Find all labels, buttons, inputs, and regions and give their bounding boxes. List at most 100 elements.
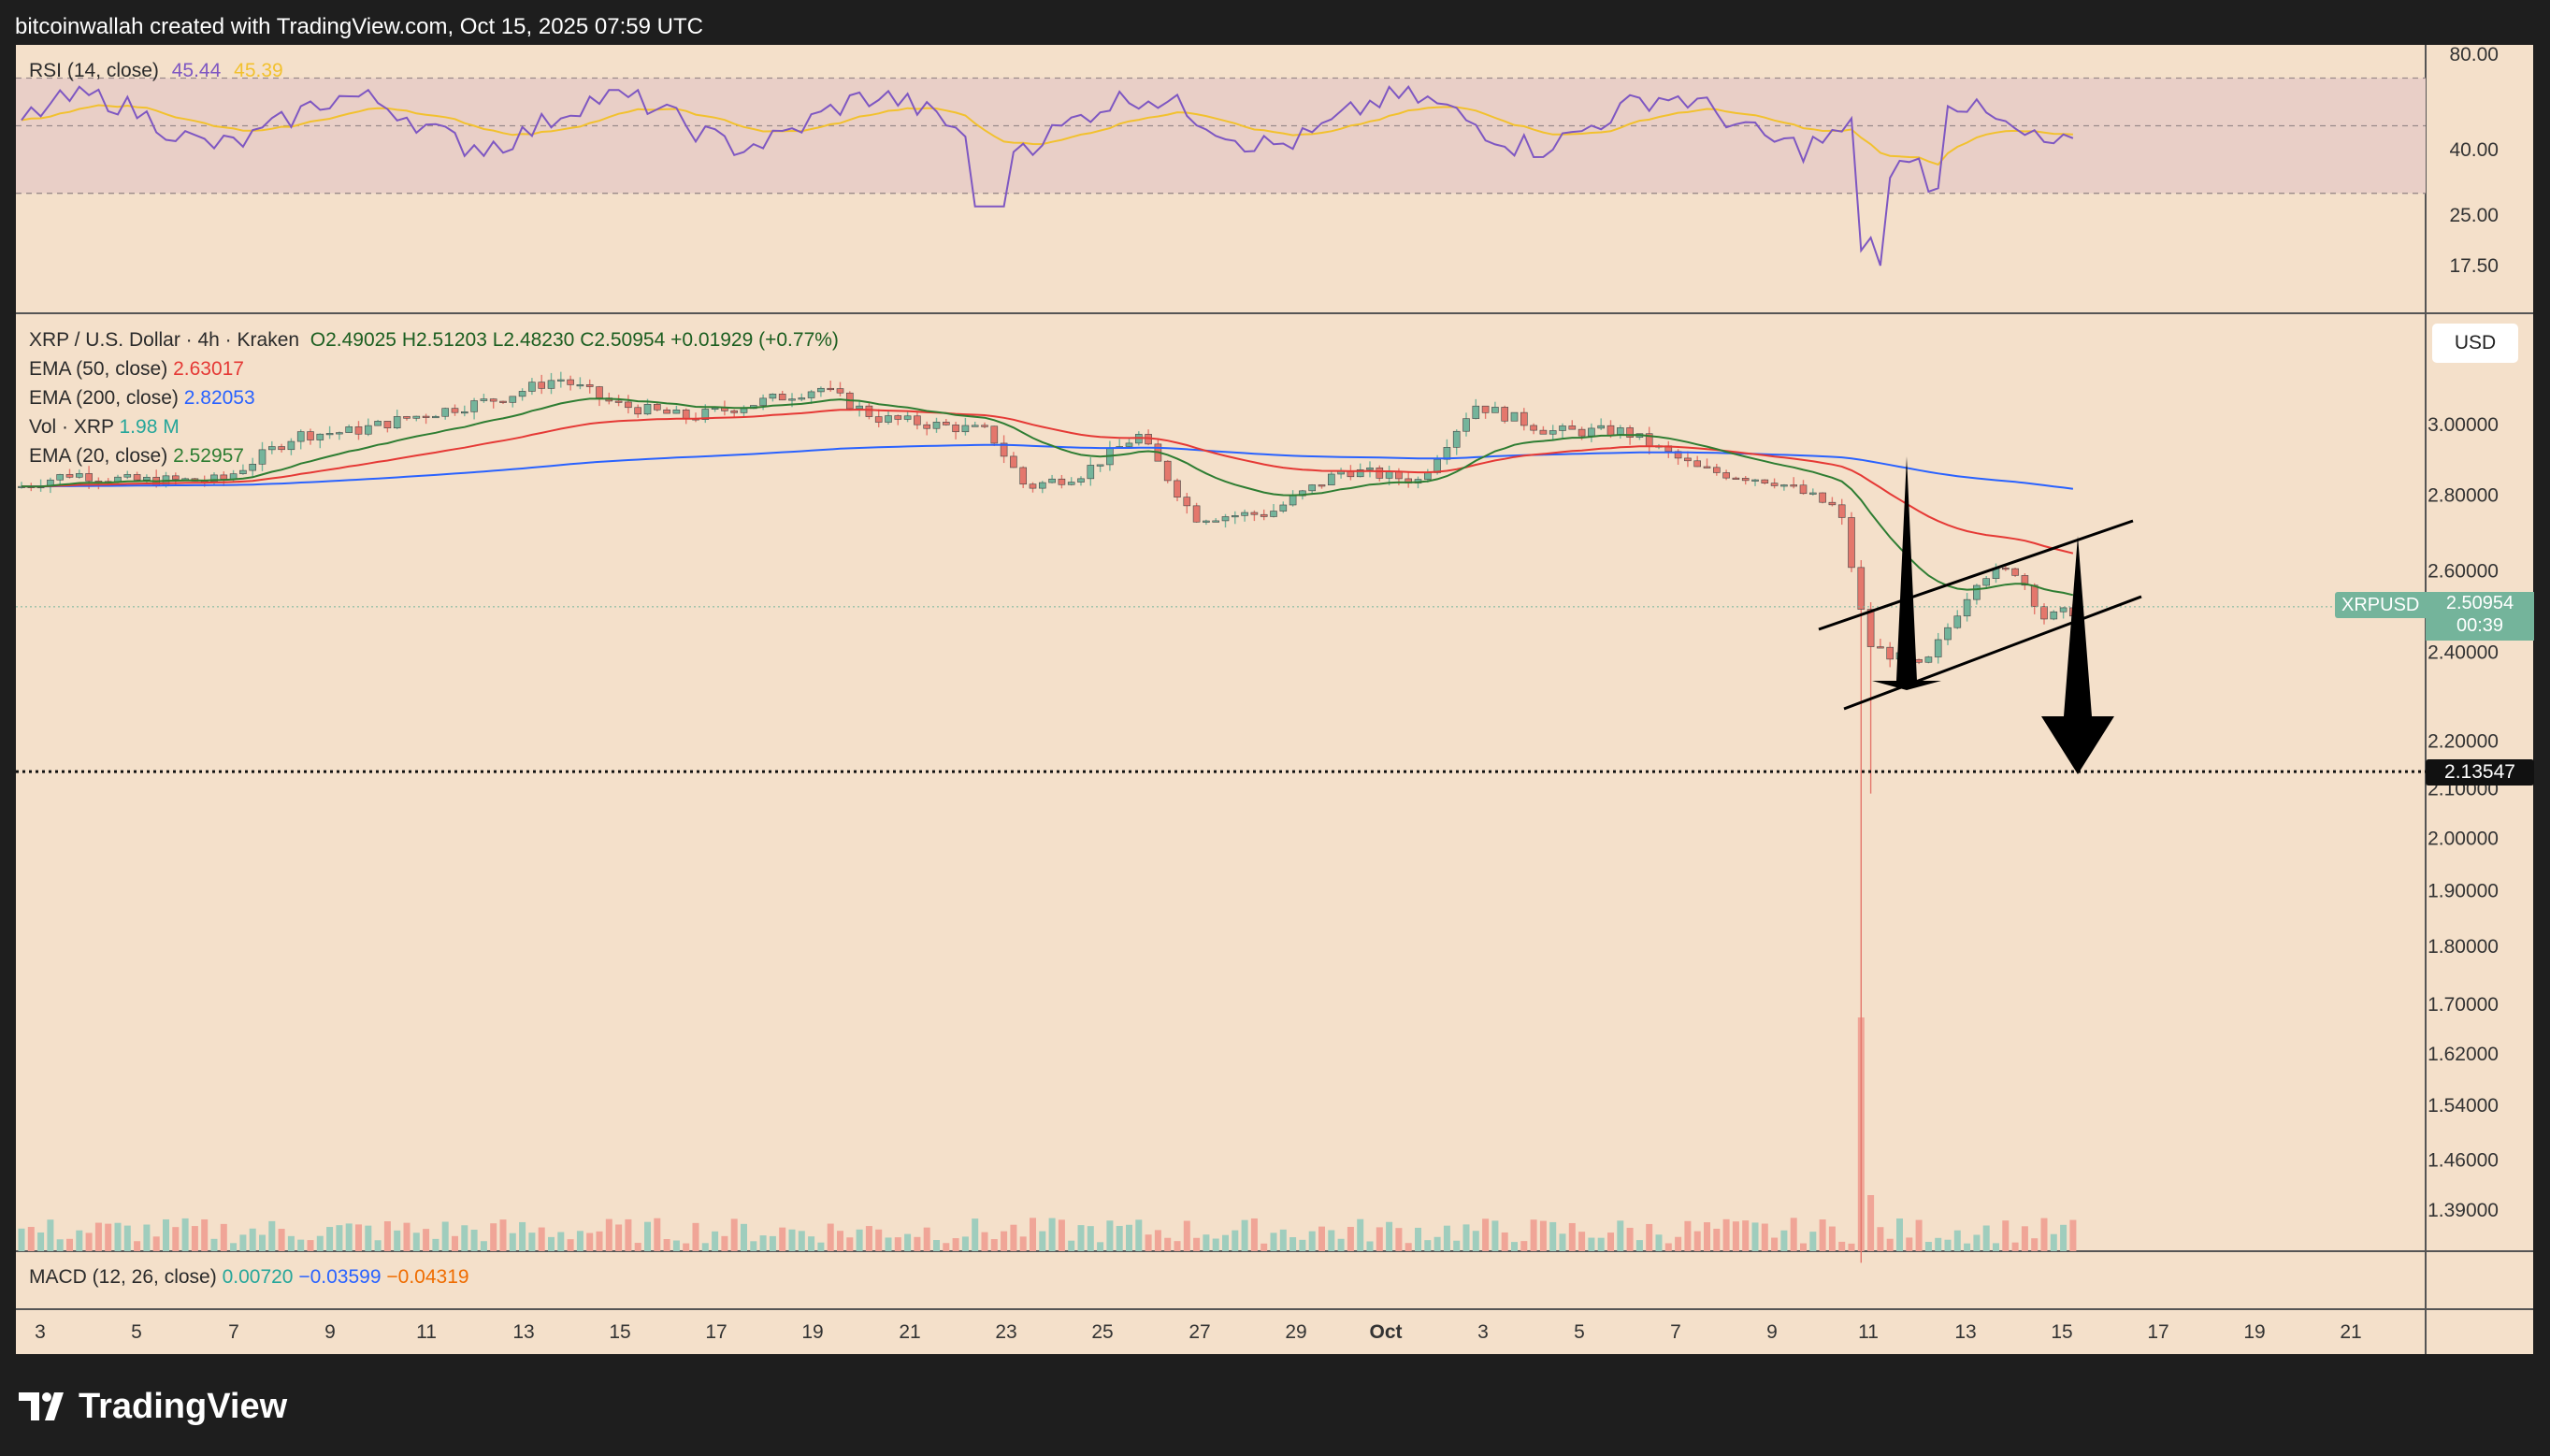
price-tick-label: 2.00000 <box>2428 829 2499 850</box>
candle-body <box>788 398 796 401</box>
candle-body <box>817 387 825 393</box>
ohlc-change: +0.01929 (+0.77%) <box>670 329 839 351</box>
volume-bar <box>1944 1239 1952 1251</box>
volume-bar <box>933 1240 940 1251</box>
volume-bar <box>1568 1222 1576 1251</box>
volume-bar <box>394 1230 401 1251</box>
volume-bar <box>1048 1218 1056 1251</box>
volume-bar <box>1732 1221 1739 1251</box>
volume-bar <box>1154 1230 1161 1251</box>
volume-bar <box>1261 1243 1268 1251</box>
date-tick-label: 23 <box>995 1321 1016 1343</box>
volume-bar <box>201 1218 209 1251</box>
date-tick-label: 19 <box>2243 1321 2265 1343</box>
candle-body <box>556 379 565 382</box>
volume-bar <box>952 1238 959 1251</box>
candle-body <box>1578 428 1586 437</box>
candle-body <box>2021 575 2029 586</box>
volume-bar <box>191 1226 198 1251</box>
candle-body <box>1472 405 1480 419</box>
volume-bar <box>1212 1238 1219 1251</box>
candle-body <box>1828 501 1837 506</box>
candle-body <box>1203 520 1210 523</box>
candle-body <box>1183 497 1191 507</box>
price-tick-label: 2.60000 <box>2428 560 2499 582</box>
volume-bar <box>1809 1232 1817 1251</box>
candle-body <box>1770 483 1779 486</box>
candle-body <box>1058 478 1066 485</box>
candle-body <box>1741 478 1750 482</box>
volume-bar <box>865 1226 872 1251</box>
volume-bar <box>1848 1243 1855 1251</box>
legend-ema200-name: EMA (200, close) <box>29 387 179 409</box>
volume-bar <box>1819 1219 1826 1251</box>
candle-body <box>1799 484 1808 495</box>
candle-body <box>451 408 459 413</box>
candle-body <box>307 431 314 440</box>
candle-body <box>1260 513 1268 517</box>
volume-bar <box>914 1236 921 1251</box>
volume-bar <box>1395 1228 1403 1251</box>
volume-bar <box>779 1227 786 1251</box>
candle-body <box>2030 584 2039 607</box>
candle-body <box>1530 425 1537 431</box>
volume-bar <box>798 1231 805 1251</box>
price-tick-label: 3.00000 <box>2428 414 2499 436</box>
candle-body <box>336 432 343 435</box>
volume-bar <box>1597 1237 1605 1251</box>
date-tick-label: 25 <box>1091 1321 1113 1343</box>
volume-bar <box>220 1223 227 1251</box>
candle-body <box>1318 484 1326 487</box>
candle-body <box>567 379 574 385</box>
volume-bar <box>856 1229 863 1251</box>
price-tick-label: 2.80000 <box>2428 484 2499 506</box>
macd-legend: MACD (12, 26, close) 0.00720 −0.03599 −0… <box>29 1266 469 1289</box>
candle-body <box>316 433 324 440</box>
date-tick-label: 29 <box>1285 1321 1306 1343</box>
legend-vol-value: 1.98 M <box>119 416 180 438</box>
candle-body <box>1163 460 1172 482</box>
volume-bar <box>683 1243 690 1251</box>
volume-bar <box>287 1235 295 1251</box>
candle-body <box>1693 460 1701 468</box>
date-tick-label: 9 <box>1766 1321 1778 1343</box>
price-tick-label: 1.62000 <box>2428 1044 2499 1065</box>
date-tick-label: 17 <box>2147 1321 2168 1343</box>
volume-bar <box>644 1221 651 1251</box>
volume-bar <box>1626 1227 1634 1251</box>
candle-body <box>123 474 132 478</box>
volume-bar <box>1982 1225 1990 1251</box>
legend-vol-name: Vol · XRP <box>29 416 114 438</box>
volume-bar <box>461 1225 468 1251</box>
candle-body <box>981 425 988 427</box>
volume-bar <box>1376 1227 1383 1251</box>
volume-bar <box>1877 1227 1884 1251</box>
volume-bar <box>827 1223 834 1251</box>
volume-bar <box>1915 1219 1923 1251</box>
candle-body <box>85 473 93 482</box>
date-tick-label: 5 <box>1574 1321 1585 1343</box>
candle-body <box>701 409 710 420</box>
volume-bar <box>538 1227 545 1251</box>
candle-body <box>220 474 228 480</box>
date-tick-label: 13 <box>1954 1321 1976 1343</box>
date-tick-label: 15 <box>2051 1321 2072 1343</box>
volume-bar <box>625 1218 632 1251</box>
candle-body <box>1934 639 1942 657</box>
candle-body <box>1270 511 1277 517</box>
volume-bar <box>1935 1237 1942 1251</box>
price-tick-label: 1.80000 <box>2428 936 2499 958</box>
candle-body <box>1212 520 1219 523</box>
candle-body <box>1328 473 1335 486</box>
candle-body <box>1606 425 1615 436</box>
chart-frame[interactable]: 3.00000 2.80000 2.60000 2.40000 2.20000 2.100… <box>16 45 2534 1354</box>
chart-svg[interactable]: 3.000002.800002.600002.400002.200002.100… <box>16 45 2533 1354</box>
candle-body <box>836 388 844 394</box>
date-tick-label: 13 <box>512 1321 534 1343</box>
rsi-band <box>16 78 2426 194</box>
candle-body <box>1848 517 1855 569</box>
candle-body <box>971 425 979 427</box>
volume-bar <box>615 1224 623 1251</box>
currency-button[interactable]: USD <box>2432 324 2518 363</box>
volume-bar <box>2060 1224 2067 1251</box>
